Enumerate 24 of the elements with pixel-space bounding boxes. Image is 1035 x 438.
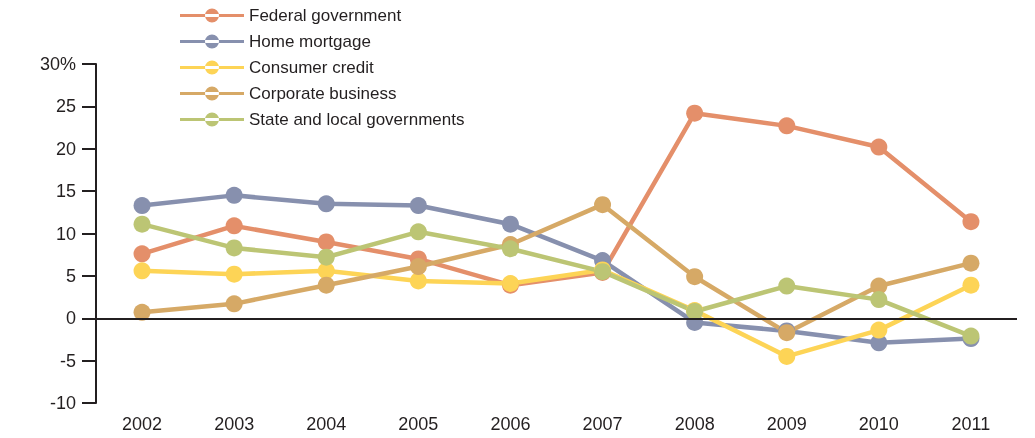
x-tick-label: 2010 [858, 414, 899, 434]
y-tick-label: 10 [55, 223, 76, 244]
y-tick-label: 15 [55, 181, 76, 202]
x-tick-label: 2002 [122, 414, 163, 434]
x-tick-label: 2008 [674, 414, 715, 434]
x-tick-label: 2009 [766, 414, 807, 434]
x-tick-label: 2006 [490, 414, 531, 434]
legend-label: Home mortgage [249, 32, 371, 51]
x-tick-label: 2005 [398, 414, 439, 434]
y-tick-label: -5 [59, 350, 76, 371]
y-tick-label: 25 [55, 96, 76, 117]
y-tick-label: 30% [39, 54, 76, 74]
y-tick-label: 0 [65, 308, 76, 329]
legend-label: Federal government [249, 6, 402, 25]
y-tick-label: -10 [49, 393, 76, 413]
legend-label: Consumer credit [249, 58, 374, 77]
x-tick-label: 2011 [951, 414, 991, 434]
x-tick-label: 2007 [582, 414, 623, 434]
x-tick-label: 2003 [214, 414, 255, 434]
legend-label: Corporate business [249, 84, 397, 103]
y-tick-label: 5 [65, 265, 76, 286]
y-tick-label: 20 [55, 138, 76, 159]
legend-label: State and local governments [249, 110, 465, 129]
x-tick-label: 2004 [306, 414, 347, 434]
